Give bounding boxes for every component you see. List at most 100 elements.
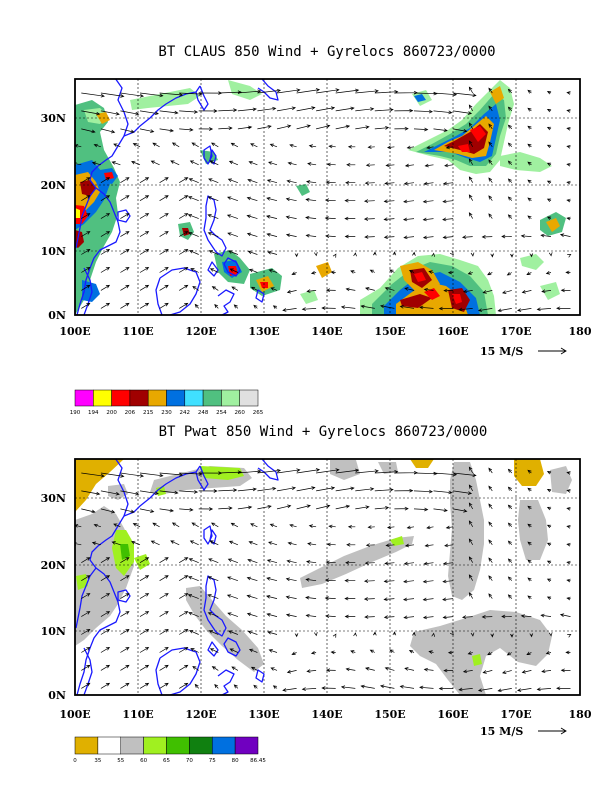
wind-arrow [287,161,297,166]
wind-arrow [285,197,297,202]
wind-arrow [207,196,219,202]
wind-arrow [402,217,415,222]
wind-arrow [301,307,317,311]
wind-arrow [268,649,278,653]
colorbar-label: 86.45 [250,758,266,764]
wind-arrow [100,92,125,98]
wind-arrow [218,506,233,511]
wind-arrow [171,142,180,148]
wind-arrow [120,231,130,237]
wind-arrow [468,194,474,201]
y-tick: 30N [41,112,66,125]
wind-arrow [394,488,414,493]
wind-arrow [384,666,395,671]
wind-arrow [100,628,111,635]
wind-arrow [567,254,572,258]
x-tick: 110E [122,708,153,721]
wind-arrow [468,86,474,94]
colorbar-label: 254 [216,410,227,416]
wind-arrow [546,524,552,529]
wind-arrow [422,217,434,222]
wind-arrow [179,611,189,617]
wind-arrow [247,250,258,255]
wind-arrow [139,231,150,237]
wind-arrow [100,195,111,202]
wind-arrow [507,594,513,599]
wind-arrow [120,128,135,134]
wind-arrow [517,308,532,312]
wind-arrow [316,486,336,492]
wind-arrow [296,124,311,130]
wind-arrow [556,306,571,311]
colorbar-swatch [166,736,190,755]
wind-arrow [282,308,297,312]
wind-arrow [403,235,415,240]
wind-arrow [422,597,434,602]
wind-arrow [413,127,429,132]
wind-arrow [248,648,258,653]
wind-arrow [363,199,375,203]
wind-arrow [100,593,111,599]
wind-arrow [355,469,379,474]
wind-arrow [287,541,297,546]
wind-arrow [231,286,239,291]
wind-arrow [527,577,532,582]
wind-arrow [286,559,297,564]
wind-arrow [276,486,297,492]
wind-arrow [546,180,552,185]
wind-arrow [507,196,513,201]
wind-arrow [272,685,278,690]
wind-arrow [120,490,140,496]
wind-arrow [461,615,473,619]
wind-arrow [468,140,474,147]
wind-arrow [497,308,512,313]
wind-arrow [467,271,473,275]
wind-arrow [413,507,429,512]
wind-arrow [310,271,317,275]
wind-arrow [468,574,474,581]
colorbar-label: 248 [198,410,209,416]
x-tick: 130E [248,708,279,721]
wind-arrow [383,217,395,222]
wind-arrow [444,163,454,168]
wind-arrow [247,558,258,564]
y-tick: 10N [41,245,66,258]
wind-arrow [546,596,552,600]
wind-arrow [132,523,141,528]
wind-arrow [100,664,111,671]
y-axis: 30N 20N 10N 0N [41,492,66,702]
x-tick: 150E [374,325,405,338]
wind-arrow [488,141,493,148]
wind-arrow [305,613,317,618]
wind-arrow [566,198,571,203]
wind-arrow [364,561,375,565]
wind-arrow [541,289,552,294]
wind-arrow [266,577,278,582]
wind-arrow [120,248,130,255]
wind-arrow [179,284,189,291]
wind-arrow [81,177,91,184]
wind-arrow [209,268,219,273]
wind-arrow [257,468,281,474]
wind-arrow [188,178,199,184]
wind-arrow [113,143,121,148]
wind-arrow [324,216,336,221]
wind-arrow [231,666,239,671]
colorbar-swatch [143,736,167,755]
wind-arrow [276,468,301,474]
wind-arrow [179,266,189,273]
wind-arrow [433,508,448,513]
wind-arrow [488,485,493,492]
wind-arrow [527,541,532,546]
wind-arrow [470,632,475,637]
wind-arrow [120,628,130,635]
wind-arrow [210,142,219,148]
wind-arrow [198,109,218,113]
wind-arrow [520,234,532,238]
wind-arrow [389,269,395,273]
wind-arrow [159,284,169,291]
wind-arrow [546,198,552,203]
wind-arrow [385,163,395,168]
x-tick: 150E [374,708,405,721]
wind-arrow [394,470,419,475]
